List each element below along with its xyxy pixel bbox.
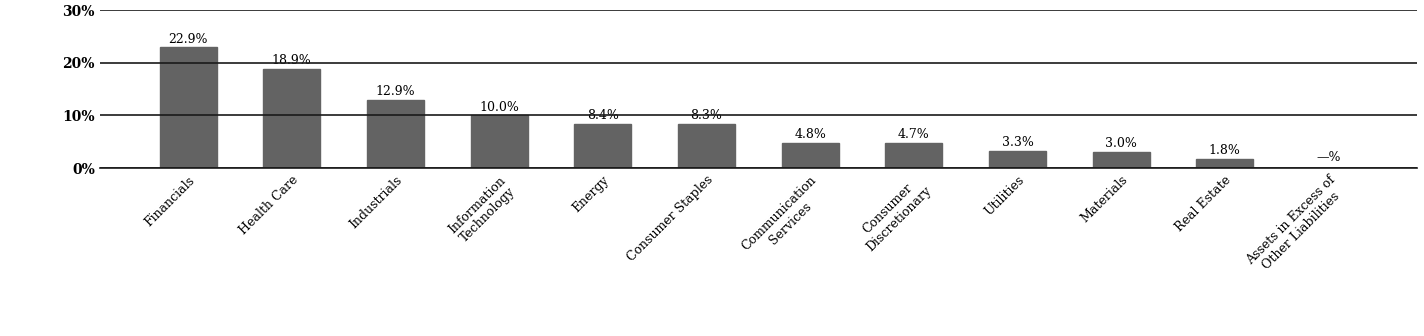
Text: 8.4%: 8.4%: [587, 109, 618, 122]
Text: 10.0%: 10.0%: [478, 100, 518, 114]
Bar: [886, 143, 943, 168]
Bar: [367, 100, 424, 168]
Text: 4.8%: 4.8%: [795, 128, 826, 141]
Text: 4.7%: 4.7%: [899, 128, 930, 141]
Text: 12.9%: 12.9%: [376, 85, 416, 98]
Bar: [574, 124, 631, 168]
Bar: [1092, 152, 1149, 168]
Bar: [263, 69, 320, 168]
Text: 3.3%: 3.3%: [1001, 136, 1034, 149]
Text: 3.0%: 3.0%: [1105, 137, 1138, 151]
Bar: [988, 151, 1047, 168]
Text: 1.8%: 1.8%: [1209, 144, 1240, 157]
Bar: [782, 143, 839, 168]
Text: 22.9%: 22.9%: [168, 33, 208, 46]
Bar: [1196, 159, 1253, 168]
Bar: [470, 115, 528, 168]
Text: 8.3%: 8.3%: [691, 110, 722, 122]
Text: 18.9%: 18.9%: [272, 54, 312, 67]
Bar: [159, 47, 216, 168]
Bar: [678, 124, 735, 168]
Text: —%: —%: [1316, 151, 1341, 164]
